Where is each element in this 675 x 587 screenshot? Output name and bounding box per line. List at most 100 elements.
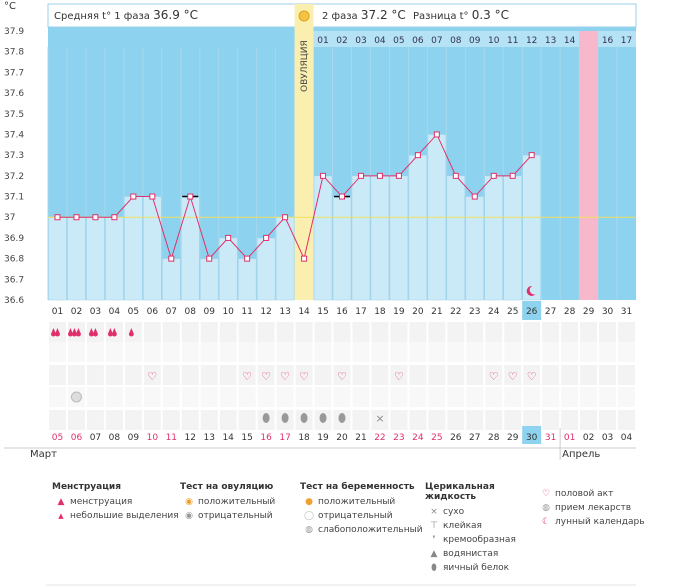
symptom-cell [504, 342, 522, 362]
cycle-day-label: 25 [507, 307, 518, 317]
temperature-point [357, 172, 364, 179]
symptom-cell [447, 410, 465, 430]
symptom-cell [352, 342, 370, 362]
symptom-cell [295, 387, 313, 407]
temperature-bar [143, 196, 162, 301]
temperature-bar [503, 175, 522, 301]
symptom-cell [485, 342, 503, 362]
cycle-day-label: 08 [185, 307, 197, 317]
legend-item: лунный календарь [555, 517, 645, 527]
temperature-point [54, 214, 61, 221]
legend-item: отрицательный [318, 511, 393, 521]
symptom-cell [314, 342, 332, 362]
cycle-day-label: 07 [166, 307, 177, 317]
temperature-point [111, 214, 118, 221]
date-label: 02 [583, 433, 594, 443]
symptom-cell [371, 387, 389, 407]
symptom-cell [542, 365, 560, 385]
symptom-cell [124, 322, 142, 342]
symptom-cell [390, 387, 408, 407]
symptom-cell [49, 365, 66, 385]
symptom-cell [200, 387, 218, 407]
symptom-cell [86, 410, 104, 430]
legend-title: Церикальная жидкость [425, 482, 495, 502]
temperature-bar [199, 258, 219, 301]
symptom-cell [542, 342, 560, 362]
date-label: 22 [374, 433, 385, 443]
cycle-day-label: 17 [355, 307, 366, 317]
symptom-cell [276, 365, 294, 385]
date-label: 18 [298, 433, 310, 443]
symptom-cell [466, 365, 484, 385]
heart-icon: ♡ [541, 489, 551, 499]
symptom-cell [238, 365, 256, 385]
phase2-day-label: 04 [374, 36, 386, 46]
symptom-cell [523, 365, 541, 385]
symptom-cell [390, 410, 408, 430]
y-tick-label: 36.7 [4, 275, 24, 285]
ovulation-sun-icon [298, 10, 310, 22]
date-label: 14 [222, 433, 234, 443]
phase2-day-label: 13 [545, 36, 556, 46]
date-label: 13 [203, 433, 214, 443]
menstruation-drop-icon [75, 328, 81, 337]
symptom-cell [371, 322, 389, 342]
menstruation-drop-icon [71, 328, 77, 337]
legend-menstruation: Менструация ▲ менструация ▲ небольшие выде… [52, 482, 179, 523]
date-label: 31 [545, 433, 556, 443]
symptom-cell [371, 410, 389, 430]
symptom-cell [409, 387, 427, 407]
cycle-day-label: 16 [336, 307, 348, 317]
sticky-icon: ⊤ [430, 521, 438, 531]
cycle-day-label: 06 [147, 307, 159, 317]
temperature-bar [181, 196, 200, 301]
temperature-bar [446, 175, 466, 301]
legend-row: ◉ отрицательный [180, 509, 290, 523]
temperature-bar [105, 216, 124, 301]
legend-item: сухо [443, 507, 465, 517]
cycle-day-label: 15 [317, 307, 328, 317]
symptom-cell [466, 342, 484, 362]
cycle-day-label: 20 [412, 307, 424, 317]
y-tick-label: 37.5 [4, 110, 24, 120]
date-label: 24 [412, 433, 424, 443]
menstruation-drop-icon [67, 328, 73, 337]
legend-cervical: Церикальная жидкость × сухо ⊤ клейкая ❜ кре… [425, 482, 540, 575]
phase2-day-label: 11 [507, 36, 518, 46]
cycle-day-label: 09 [203, 307, 215, 317]
temperature-bar [313, 175, 333, 301]
symptom-cell [86, 342, 104, 362]
moon-icon-cut [529, 285, 539, 295]
symptom-cell [428, 387, 446, 407]
symptom-cell [105, 342, 123, 362]
symptom-cell [181, 365, 199, 385]
symptom-cell [561, 365, 579, 385]
symptom-cell [352, 365, 370, 385]
mucus-icon [300, 413, 308, 423]
symptom-cell [390, 365, 408, 385]
symptom-cell [67, 365, 85, 385]
phase1-value: 36.9 °C [153, 8, 199, 22]
phase2-day-label: 07 [431, 36, 442, 46]
phase2-day-label: 08 [450, 36, 462, 46]
phase2-value: 37.2 °C [360, 8, 406, 22]
phase2-strip [313, 31, 636, 47]
symptom-cell [466, 387, 484, 407]
legend-row: ◍ прием лекарств [537, 501, 657, 515]
symptom-cell [409, 410, 427, 430]
legend-row: ❜ кремообразная [425, 533, 540, 547]
temperature-point [471, 193, 478, 200]
y-tick-label: 36.9 [4, 234, 24, 244]
symptom-cell [105, 365, 123, 385]
legend-row: ▲ водянистая [425, 547, 540, 561]
temperature-bar [408, 154, 428, 301]
symptom-cell [409, 365, 427, 385]
symptom-cell [162, 365, 180, 385]
symptom-cell [485, 322, 503, 342]
ovulation-label: ОВУЛЯЦИЯ [300, 40, 310, 92]
temperature-bar [275, 216, 295, 301]
heart-icon: ♡ [394, 370, 404, 383]
symptom-cell [143, 365, 161, 385]
menstruation-drop-icon [50, 328, 56, 337]
